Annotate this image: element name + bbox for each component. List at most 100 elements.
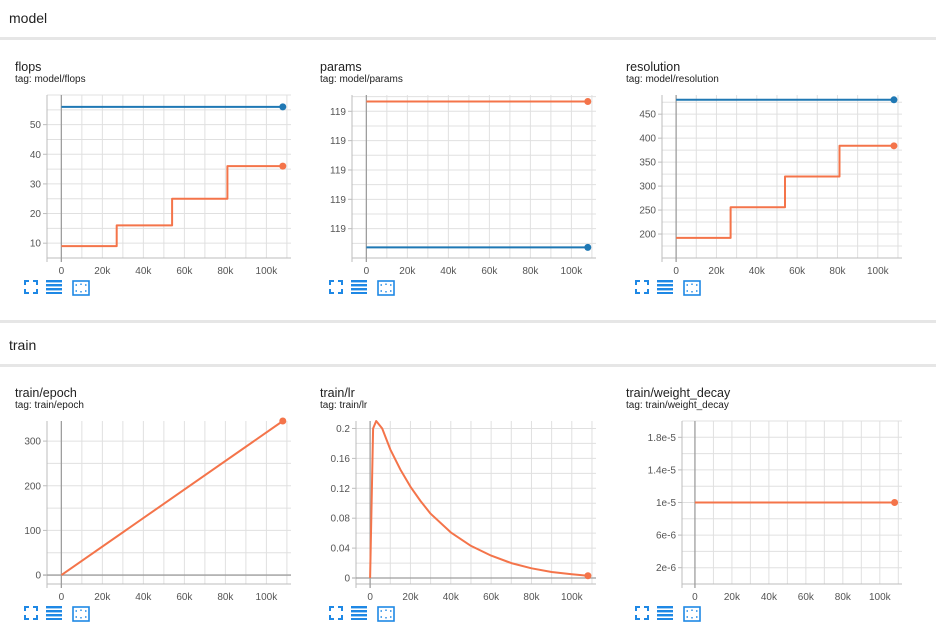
x-tick-label: 20k	[402, 592, 419, 603]
data-list-icon[interactable]	[351, 280, 369, 298]
grid	[356, 421, 596, 584]
section-header-train[interactable]: train	[0, 325, 936, 367]
series-end-point[interactable]	[584, 243, 592, 251]
y-tick-label: 200	[24, 481, 41, 492]
x-tick-label: 40k	[135, 266, 152, 277]
y-tick-label: 30	[30, 179, 42, 190]
chart-svg[interactable]: 0 20k 40k 60k 80k 100k 2e-6 6e-6 1e-5 1.4e-5 1.8e-…	[626, 416, 906, 616]
x-tick-label: 40k	[135, 592, 152, 603]
chart-card-params: params tag: model/params 0 20k 40k 60k 80k 10…	[320, 60, 620, 315]
series-line[interactable]	[676, 144, 894, 239]
x-tick-label: 80k	[217, 266, 234, 277]
fullscreen-icon[interactable]	[329, 280, 347, 298]
fit-domain-icon[interactable]	[72, 606, 90, 624]
y-tick-label: 50	[30, 120, 42, 131]
x-tick-label: 100k	[256, 266, 279, 277]
y-tick-label: 119	[330, 195, 346, 206]
y-tick-label: 10	[30, 239, 42, 250]
series-line[interactable]	[60, 420, 284, 576]
x-tick-label: 60k	[176, 266, 193, 277]
chart-tag: tag: model/resolution	[626, 74, 719, 85]
chart-svg[interactable]: 0 20k 40k 60k 80k 100k 0 100 200 300	[15, 416, 295, 616]
chart-svg[interactable]: 0 20k 40k 60k 80k 100k 200 250 300 350 400 450	[626, 90, 906, 290]
y-tick-label: 119	[330, 224, 346, 235]
x-tick-label: 40k	[749, 266, 766, 277]
series-line[interactable]	[369, 420, 588, 579]
y-tick-label: 1.8e-5	[648, 433, 677, 444]
y-tick-label: 250	[639, 206, 656, 217]
data-list-icon[interactable]	[351, 606, 369, 624]
chart-tag: tag: train/lr	[320, 400, 368, 411]
x-tick-label: 100k	[867, 266, 890, 277]
y-tick-label: 119	[330, 136, 346, 147]
fit-domain-icon[interactable]	[377, 280, 395, 298]
section-header-model[interactable]: model	[0, 0, 936, 40]
y-tick-label: 2e-6	[656, 563, 676, 574]
data-list-icon[interactable]	[657, 280, 675, 298]
series-end-point[interactable]	[891, 499, 899, 506]
y-tick-label: 1.4e-5	[648, 465, 677, 476]
series-end-point[interactable]	[890, 142, 898, 150]
fullscreen-icon[interactable]	[329, 606, 347, 624]
y-tick-label: 0.08	[331, 514, 351, 525]
chart-tag: tag: train/weight_decay	[626, 400, 729, 411]
x-tick-label: 20k	[724, 592, 741, 603]
x-tick-label: 100k	[869, 592, 892, 603]
data-list-icon[interactable]	[657, 606, 675, 624]
fit-domain-icon[interactable]	[683, 606, 701, 624]
x-tick-label: 0	[673, 266, 679, 277]
x-tick-label: 40k	[761, 592, 778, 603]
y-tick-label: 0	[344, 574, 350, 585]
data-list-icon[interactable]	[46, 606, 64, 624]
y-tick-label: 0.04	[331, 544, 351, 555]
series-end-point[interactable]	[890, 96, 898, 104]
x-tick-label: 60k	[483, 592, 500, 603]
x-tick-label: 60k	[798, 592, 815, 603]
series-end-point[interactable]	[584, 572, 592, 580]
series-end-point[interactable]	[279, 162, 287, 170]
x-tick-label: 80k	[217, 592, 234, 603]
y-tick-label: 400	[639, 134, 656, 145]
chart-tag: tag: train/epoch	[15, 400, 84, 411]
x-tick-label: 60k	[481, 266, 498, 277]
chart-svg[interactable]: 0 20k 40k 60k 80k 100k 0 0.04 0.08 0.12 0.16 0.2	[320, 416, 600, 616]
series-line[interactable]	[61, 165, 283, 248]
fullscreen-icon[interactable]	[24, 280, 42, 298]
chart-svg[interactable]: 0 20k 40k 60k 80k 100k 10 20 30 40 50	[15, 90, 295, 290]
data-list-icon[interactable]	[46, 280, 64, 298]
chart-title: train/epoch	[15, 386, 77, 400]
y-tick-label: 0.16	[331, 454, 351, 465]
y-tick-label: 100	[24, 526, 41, 537]
chart-card-train-weight-decay: train/weight_decay tag: train/weight_dec…	[626, 386, 926, 641]
chart-svg[interactable]: 0 20k 40k 60k 80k 100k 119 119 119 119 119	[320, 90, 600, 290]
series-end-point[interactable]	[279, 417, 287, 425]
grid	[662, 95, 902, 259]
fit-domain-icon[interactable]	[377, 606, 395, 624]
fullscreen-icon[interactable]	[635, 606, 653, 624]
divider	[0, 320, 936, 323]
x-tick-label: 80k	[829, 266, 846, 277]
x-tick-label: 20k	[94, 266, 111, 277]
y-tick-label: 300	[639, 182, 656, 193]
fit-domain-icon[interactable]	[72, 280, 90, 298]
y-tick-label: 40	[30, 150, 42, 161]
x-tick-label: 0	[692, 592, 698, 603]
chart-tag: tag: model/params	[320, 74, 403, 85]
chart-title: train/lr	[320, 386, 355, 400]
fullscreen-icon[interactable]	[635, 280, 653, 298]
chart-title: train/weight_decay	[626, 386, 731, 400]
x-tick-label: 0	[364, 266, 370, 277]
series-end-point[interactable]	[279, 103, 287, 111]
fullscreen-icon[interactable]	[24, 606, 42, 624]
x-tick-label: 40k	[440, 266, 457, 277]
y-tick-label: 300	[24, 437, 41, 448]
series-end-point[interactable]	[584, 98, 592, 106]
x-tick-label: 80k	[835, 592, 852, 603]
x-tick-label: 0	[59, 592, 65, 603]
chart-card-train-epoch: train/epoch tag: train/epoch 0 20k 40k 60k 8…	[15, 386, 315, 641]
chart-tag: tag: model/flops	[15, 74, 86, 85]
y-tick-label: 350	[639, 158, 656, 169]
y-tick-label: 200	[639, 230, 656, 241]
chart-title: flops	[15, 60, 42, 74]
fit-domain-icon[interactable]	[683, 280, 701, 298]
